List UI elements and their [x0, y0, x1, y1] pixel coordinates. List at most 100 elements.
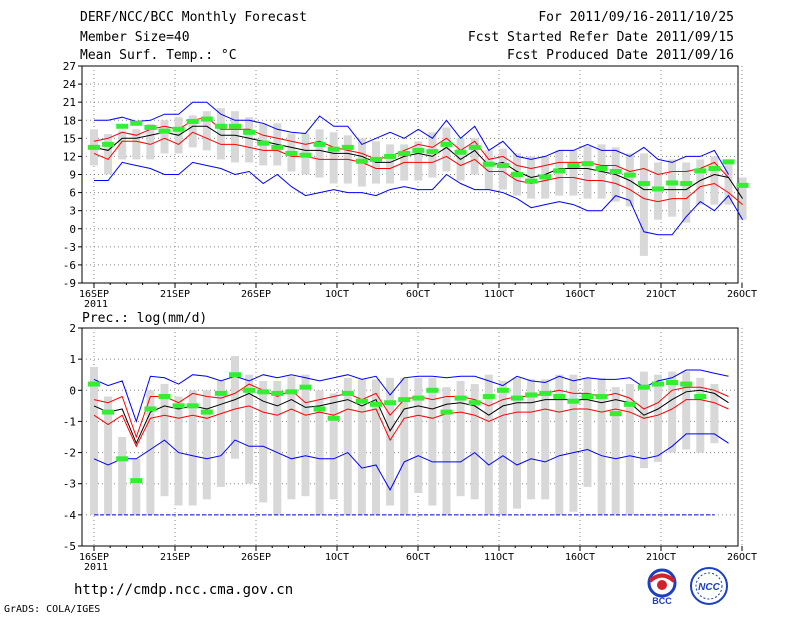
prec-obs-marker	[102, 409, 115, 415]
prec-obs-marker	[144, 406, 157, 412]
prec-year-label: 2011	[84, 562, 108, 573]
prec-xtick-label: 21SEP	[160, 552, 190, 563]
prec-ensemble-box	[315, 390, 324, 515]
prec-obs-marker	[355, 398, 368, 404]
prec-ensemble-box	[329, 393, 338, 500]
prec-ensemble-box	[625, 384, 634, 515]
temp-ensemble-box	[146, 123, 155, 160]
prec-ensemble-box	[301, 374, 310, 497]
temp-ensemble-box	[329, 132, 338, 184]
temp-ensemble-box	[160, 120, 169, 154]
temp-xtick-label: 1OCT	[325, 289, 349, 300]
prec-ensemble-box	[245, 374, 254, 484]
prec-obs-marker	[88, 381, 100, 387]
temp-ytick-label: 21	[63, 96, 76, 109]
temp-obs-marker	[468, 144, 481, 150]
prec-obs-marker	[285, 389, 298, 395]
prec-xtick-label: 1OCT	[325, 552, 349, 563]
temp-obs-marker	[327, 146, 340, 152]
prec-xtick-label: 26OCT	[727, 552, 757, 563]
temp-ensemble-box	[724, 159, 733, 205]
prec-obs-marker	[299, 384, 312, 390]
temp-obs-marker	[567, 162, 580, 168]
temp-series-mean	[93, 125, 744, 199]
temp-ytick-label: -9	[63, 277, 76, 290]
temp-obs-marker	[482, 161, 495, 167]
prec-series-upper	[93, 383, 729, 439]
temp-obs-marker	[581, 161, 594, 167]
prec-obs-marker	[327, 415, 340, 421]
prec-obs-marker	[158, 394, 171, 400]
start-date: Fcst Started Refer Date 2011/09/15	[467, 30, 734, 45]
prec-obs-marker	[637, 384, 650, 390]
prec-ytick-label: -5	[63, 540, 76, 553]
prec-ensemble-box	[357, 379, 366, 515]
temp-ensemble-box	[118, 130, 127, 160]
temp-ensemble-box	[625, 153, 634, 207]
prec-ensemble-box	[527, 379, 536, 500]
prec-ensemble-box	[400, 377, 409, 515]
temp-obs-marker	[200, 116, 213, 122]
temp-obs-marker	[736, 182, 749, 188]
temp-obs-marker	[370, 156, 382, 162]
temp-obs-marker	[172, 126, 185, 132]
temp-xtick-label: 6OCT	[406, 289, 430, 300]
temp-ensemble-box	[386, 144, 395, 184]
prec-xtick-label: 11OCT	[484, 552, 514, 563]
temp-xtick-label: 26SEP	[241, 289, 271, 300]
temp-obs-marker	[722, 159, 735, 165]
prec-ensemble-box	[498, 380, 507, 515]
prec-obs-marker	[680, 381, 693, 387]
prec-ytick-label: -2	[63, 447, 76, 460]
prec-ensemble-box	[259, 380, 268, 503]
temp-obs-marker	[229, 123, 241, 129]
temp-obs-marker	[271, 144, 284, 150]
temp-ensemble-box	[682, 162, 691, 223]
temp-ensemble-box	[188, 115, 197, 148]
temp-xtick-label: 11OCT	[484, 289, 514, 300]
prec-ensemble-box	[231, 356, 239, 459]
temp-obs-marker	[102, 141, 115, 147]
prec-obs-marker	[440, 409, 453, 415]
website-url[interactable]: http://cmdp.ncc.cma.gov.cn	[74, 582, 294, 598]
prec-obs-marker	[539, 390, 552, 396]
temp-ytick-label: 3	[69, 205, 76, 218]
temp-obs-marker	[398, 150, 411, 156]
prec-series-min	[93, 433, 729, 491]
prec-obs-marker	[398, 397, 411, 403]
temp-ytick-label: 27	[63, 60, 76, 73]
prec-ensemble-box	[104, 396, 113, 515]
member-size: Member Size=40	[80, 30, 190, 45]
temp-obs-marker	[426, 149, 439, 155]
prec-obs-marker	[595, 394, 608, 400]
prec-obs-marker	[172, 403, 185, 409]
prec-series-mean	[93, 389, 729, 445]
prec-obs-marker	[468, 400, 481, 406]
prec-ensemble-box	[569, 374, 578, 512]
prec-obs-marker	[694, 394, 707, 400]
prec-ensemble-box	[513, 377, 521, 509]
prec-obs-marker	[412, 395, 425, 401]
prec-ensemble-box	[146, 390, 155, 515]
prec-obs-marker	[200, 409, 213, 415]
prec-obs-marker	[652, 381, 664, 387]
prec-obs-marker	[666, 380, 679, 385]
prec-obs-marker	[384, 400, 397, 406]
prec-xtick-label: 26SEP	[241, 552, 271, 563]
prec-series-max	[93, 369, 729, 423]
prec-obs-marker	[130, 478, 143, 484]
prec-xtick-label: 16SEP	[79, 552, 109, 563]
temp-ensemble-box	[442, 127, 451, 172]
temp-obs-marker	[130, 120, 143, 126]
temp-obs-marker	[525, 178, 538, 184]
prec-obs-marker	[623, 401, 636, 407]
temp-obs-marker	[496, 162, 509, 168]
temp-obs-marker	[384, 153, 397, 159]
prec-obs-marker	[229, 372, 241, 378]
prec-obs-marker	[243, 387, 256, 393]
prec-obs-marker	[567, 398, 580, 404]
prec-ensemble-box	[386, 377, 395, 506]
temp-obs-marker	[609, 168, 622, 174]
temp-xtick-label: 21SEP	[160, 289, 190, 300]
prec-ytick-label: 2	[69, 322, 76, 335]
